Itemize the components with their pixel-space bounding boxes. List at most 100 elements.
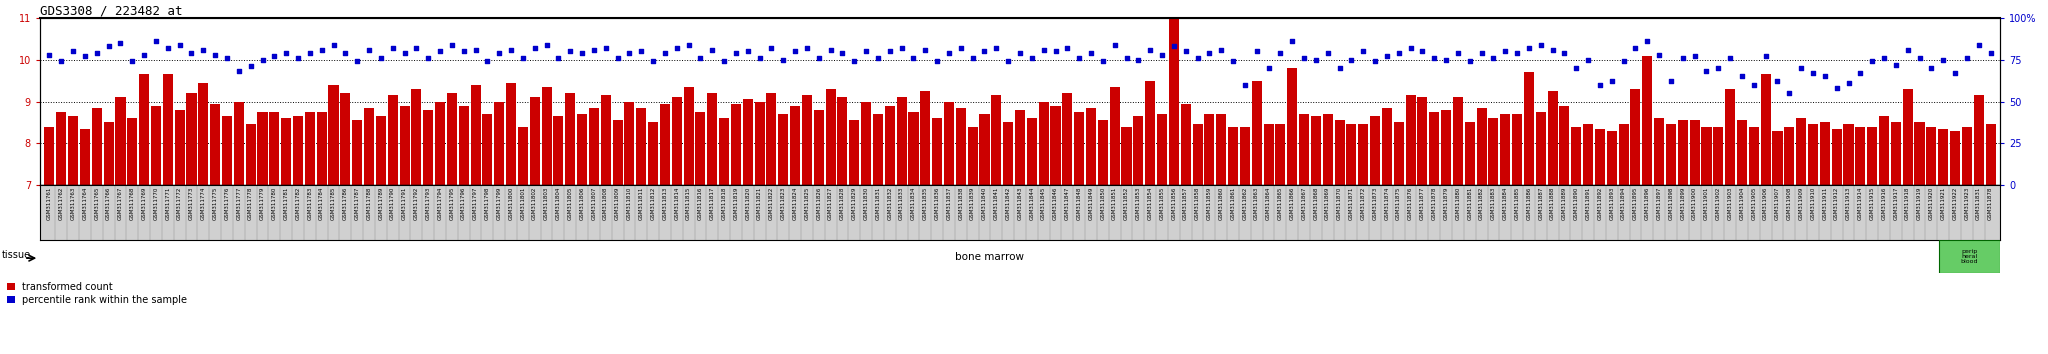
Point [57, 48, 90, 54]
Bar [317, 112, 328, 185]
Text: GSM311910: GSM311910 [1810, 187, 1815, 220]
Point [979, 45, 1012, 51]
Bar [211, 104, 221, 185]
Point [1477, 55, 1509, 61]
Bar [1642, 56, 1653, 185]
Bar [199, 83, 209, 185]
Text: GSM311855: GSM311855 [1159, 187, 1165, 220]
Point [412, 55, 444, 61]
Text: GSM311877: GSM311877 [1419, 187, 1425, 220]
Text: GSM311890: GSM311890 [1573, 187, 1579, 220]
Bar [1298, 114, 1309, 185]
Bar [813, 110, 823, 185]
Text: GSM311864: GSM311864 [1266, 187, 1272, 220]
Point [1370, 53, 1403, 59]
Text: GSM311845: GSM311845 [1040, 187, 1047, 220]
Text: GSM311804: GSM311804 [555, 187, 561, 220]
Bar [696, 112, 705, 185]
Text: GSM311763: GSM311763 [70, 187, 76, 220]
Text: GSM311849: GSM311849 [1090, 187, 1094, 220]
Point [305, 47, 338, 52]
Text: GSM311867: GSM311867 [1303, 187, 1307, 220]
Point [862, 55, 895, 61]
Text: GSM311906: GSM311906 [1763, 187, 1767, 220]
Bar [1524, 72, 1534, 185]
Point [1655, 79, 1688, 84]
Bar [152, 106, 162, 185]
Bar [1004, 122, 1014, 185]
Bar [1122, 126, 1133, 185]
Point [1264, 50, 1296, 56]
Text: GSM311788: GSM311788 [367, 187, 371, 220]
Text: GSM311843: GSM311843 [1018, 187, 1022, 220]
Bar [221, 116, 231, 185]
Text: GSM311765: GSM311765 [94, 187, 98, 220]
Text: GSM311814: GSM311814 [674, 187, 680, 220]
Text: GSM311889: GSM311889 [1563, 187, 1567, 220]
Bar [1430, 112, 1440, 185]
Text: GSM311812: GSM311812 [651, 187, 655, 220]
Point [1642, 52, 1675, 58]
Point [684, 55, 717, 61]
Point [1442, 50, 1475, 56]
Text: GSM311803: GSM311803 [545, 187, 549, 220]
Bar [1038, 102, 1049, 185]
Bar [494, 102, 504, 185]
Bar [518, 126, 528, 185]
Bar [1417, 97, 1427, 185]
Text: GSM311806: GSM311806 [580, 187, 584, 220]
Point [1880, 62, 1913, 68]
Bar [424, 110, 434, 185]
Bar [625, 102, 635, 185]
Text: GSM311813: GSM311813 [662, 187, 668, 220]
Point [1939, 70, 1972, 76]
Text: GSM311884: GSM311884 [1503, 187, 1507, 220]
Bar [590, 108, 598, 185]
Text: GSM311819: GSM311819 [733, 187, 739, 220]
Point [127, 52, 160, 58]
Point [389, 50, 422, 56]
Point [1536, 47, 1569, 52]
Bar [506, 83, 516, 185]
Point [1608, 59, 1640, 64]
Text: GSM311779: GSM311779 [260, 187, 264, 220]
Point [1583, 82, 1616, 88]
Bar [1737, 120, 1747, 185]
Point [104, 40, 137, 46]
Point [885, 45, 918, 51]
Text: GSM311809: GSM311809 [614, 187, 621, 220]
Bar [45, 126, 55, 185]
Bar [1145, 81, 1155, 185]
Point [1761, 79, 1794, 84]
Point [293, 50, 326, 56]
Text: GSM311842: GSM311842 [1006, 187, 1010, 220]
Point [1513, 45, 1546, 51]
Point [1063, 55, 1096, 61]
Bar [1323, 114, 1333, 185]
Point [1004, 50, 1036, 56]
Text: GSM311790: GSM311790 [391, 187, 395, 220]
Point [1548, 50, 1581, 56]
Bar [1133, 116, 1143, 185]
Point [815, 47, 848, 52]
Point [1241, 48, 1274, 54]
Point [756, 45, 788, 51]
Text: GSM311769: GSM311769 [141, 187, 147, 220]
Point [672, 42, 705, 47]
Text: GSM311824: GSM311824 [793, 187, 797, 220]
Text: GSM311805: GSM311805 [567, 187, 573, 220]
Bar [1395, 122, 1403, 185]
Bar [1808, 125, 1819, 185]
Bar [1251, 81, 1262, 185]
Bar [340, 93, 350, 185]
Bar [127, 118, 137, 185]
Bar [459, 106, 469, 185]
Point [1915, 65, 1948, 71]
Bar [434, 102, 444, 185]
Text: GSM311871: GSM311871 [1350, 187, 1354, 220]
Text: GSM311785: GSM311785 [332, 187, 336, 220]
Text: GSM311916: GSM311916 [1882, 187, 1886, 220]
Bar [1370, 116, 1380, 185]
Bar [68, 116, 78, 185]
Text: GSM311770: GSM311770 [154, 187, 158, 220]
